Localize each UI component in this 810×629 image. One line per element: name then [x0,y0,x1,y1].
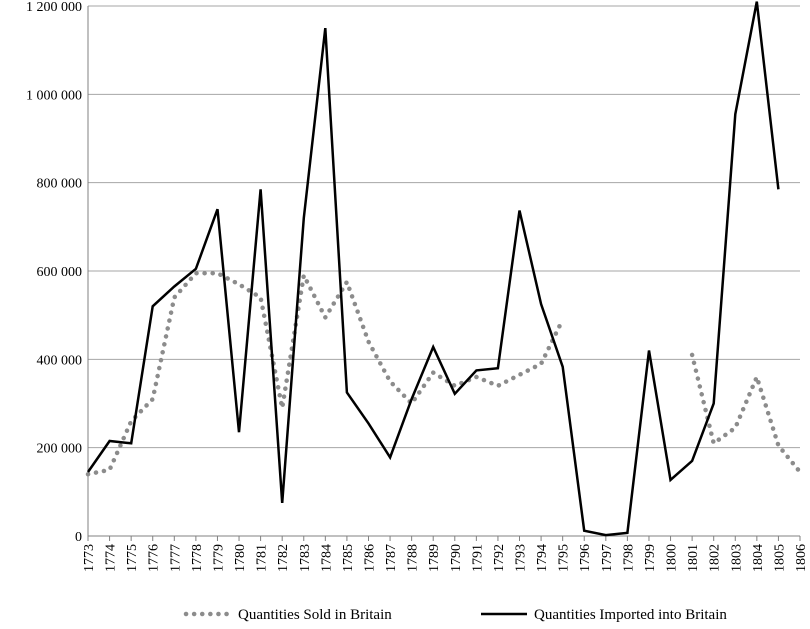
x-tick-label: 1804 [751,544,766,572]
x-tick-label: 1797 [600,544,615,572]
x-tick-label: 1777 [168,544,183,572]
x-tick-label: 1778 [190,544,205,572]
x-tick-label: 1798 [621,544,636,572]
x-tick-label: 1773 [82,544,97,572]
series-sold [85,268,803,477]
x-tick-label: 1786 [362,544,377,572]
x-tick-label: 1805 [772,544,787,572]
series-line-segment [86,1,780,537]
x-tick-label: 1775 [125,544,140,572]
y-tick-label: 1 200 000 [26,0,82,15]
y-tick-label: 800 000 [37,177,83,192]
series-imported [86,1,780,537]
y-tick-label: 0 [75,530,82,545]
series-line-segment [689,352,803,475]
y-tick-label: 600 000 [37,265,83,280]
legend: Quantities Sold in Britain Quantities Imp… [183,607,727,623]
x-tick-label: 1785 [341,544,356,572]
series-line-segment [85,268,565,477]
legend-item: Quantities Imported into Britain [481,607,727,623]
x-tick-label: 1792 [492,544,507,572]
x-tick-label: 1788 [406,544,421,572]
x-tick-label: 1780 [233,544,248,572]
legend-label: Quantities Imported into Britain [534,607,727,623]
y-tick-label: 1 000 000 [26,88,82,103]
x-axis: 1773 1774 1775 1776 1777 1778 1779 1780 1781 1782… [82,6,809,572]
x-tick-label: 1796 [578,544,593,572]
x-tick-label: 1779 [211,544,226,572]
x-tick-label: 1795 [557,544,572,572]
x-tick-label: 1781 [255,544,270,572]
x-tick-label: 1800 [665,544,680,572]
x-tick-label: 1783 [298,544,313,572]
x-tick-label: 1784 [319,544,334,572]
legend-label: Quantities Sold in Britain [238,607,392,623]
x-tick-label: 1794 [535,544,550,572]
x-tick-label: 1802 [708,544,723,572]
x-tick-label: 1787 [384,544,399,572]
x-tick-label: 1799 [643,544,658,572]
x-tick-label: 1776 [147,544,162,572]
x-tick-label: 1789 [427,544,442,572]
x-tick-label: 1790 [449,544,464,572]
legend-item: Quantities Sold in Britain [183,607,392,623]
x-tick-label: 1803 [729,544,744,572]
y-tick-label: 200 000 [37,442,83,457]
x-tick-label: 1806 [794,544,809,572]
y-tick-label: 400 000 [37,353,83,368]
x-tick-label: 1791 [470,544,485,572]
series-layer [85,1,803,537]
gridlines [88,5,800,449]
x-tick-label: 1793 [514,544,529,572]
x-tick-label: 1801 [686,544,701,572]
x-tick-label: 1782 [276,544,291,572]
y-axis-ticks: 0 200 000 400 000 600 000 800 000 1 000 000 1 … [26,0,82,545]
x-tick-label: 1774 [104,544,119,572]
